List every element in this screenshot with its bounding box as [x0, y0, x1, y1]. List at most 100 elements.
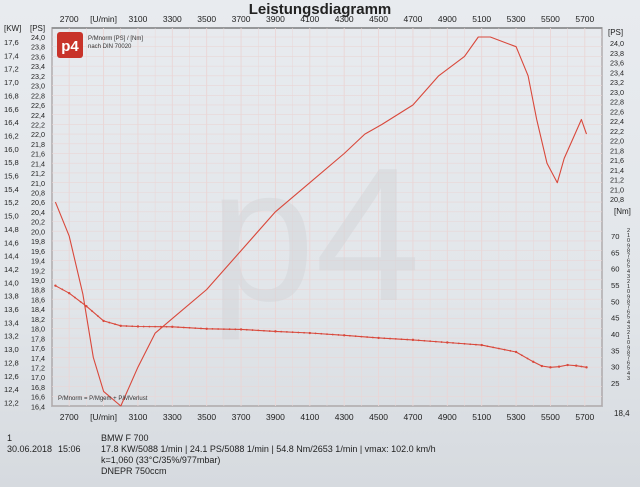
right-axis-ps-tick: 22,4 [610, 117, 624, 126]
left-axis-kw-tick: 17,2 [4, 65, 19, 74]
torque-point [171, 325, 174, 329]
torque-marker [228, 328, 231, 331]
right-axis-fine-tick: 8 [627, 350, 630, 356]
x-tick-label-bottom: 5700 [575, 412, 594, 422]
torque-marker [217, 328, 220, 330]
torque-marker [148, 325, 151, 328]
x-tick-label-top: 4900 [438, 14, 457, 24]
left-axis-kw-tick: 12,4 [4, 385, 19, 394]
correction-factor: k=1,060 (33°C/35%/977mbar) [101, 455, 221, 465]
right-axis-fine-tick: 9 [627, 243, 630, 249]
torque-marker [154, 325, 157, 328]
torque-marker [314, 332, 317, 335]
torque-marker [366, 336, 369, 338]
torque-marker [360, 335, 363, 338]
right-axis-ps-tick: 23,6 [610, 59, 624, 68]
right-axis-bottom-tick: 18,4 [614, 409, 630, 418]
torque-marker [509, 349, 512, 352]
torque-marker [268, 330, 271, 332]
torque-marker [526, 357, 529, 360]
right-axis-ps-tick: 20,8 [610, 195, 624, 204]
left-axis-ps-tick: 18,0 [31, 325, 45, 334]
torque-marker [211, 327, 214, 330]
right-axis-nm-tick: 40 [611, 330, 619, 339]
logo-mark-background [57, 32, 83, 58]
logo-line-2: nach DIN 70020 [88, 44, 132, 50]
torque-point [67, 291, 71, 295]
x-tick-label-bottom: 4100 [300, 412, 319, 422]
torque-marker [452, 342, 454, 344]
x-tick-label-bottom: 3900 [266, 412, 285, 422]
right-axis-fine-tick: 0 [627, 238, 630, 244]
right-axis-ps-tick: 23,8 [610, 49, 624, 58]
left-axis-ps-tick: 17,8 [31, 334, 45, 343]
left-axis-ps-tick: 19,2 [31, 266, 45, 275]
right-axis-fine-tick: 2 [627, 330, 630, 336]
right-axis-fine-tick: 8 [627, 248, 630, 254]
left-axis-ps-tick: 19,8 [31, 237, 45, 246]
left-axis-ps-tick: 21,4 [31, 159, 45, 168]
torque-marker [182, 326, 185, 329]
torque-marker [280, 330, 283, 333]
x-unit-label-bottom: [U/min] [90, 412, 117, 422]
x-tick-label-bottom: 4700 [403, 412, 422, 422]
right-axis-nm-tick: 55 [611, 281, 619, 290]
right-axis-fine-tick: 5 [627, 315, 630, 321]
torque-point [514, 350, 518, 354]
torque-marker [492, 346, 495, 349]
left-axis-kw-tick: 14,2 [4, 265, 19, 274]
left-axis-kw-tick: 17,4 [4, 51, 19, 60]
torque-point [85, 305, 88, 308]
x-tick-label-bottom: 5300 [507, 412, 526, 422]
torque-marker [400, 338, 403, 341]
left-axis-kw-tick: 15,2 [4, 198, 19, 207]
x-tick-label-top: 4700 [403, 14, 422, 24]
report-time: 15:06 [58, 444, 81, 454]
torque-marker [331, 333, 334, 336]
right-axis-nm-tick: 25 [611, 379, 619, 388]
torque-point [566, 363, 569, 367]
left-axis-kw-tick: 14,8 [4, 225, 19, 234]
left-axis-ps-tick: 18,8 [31, 286, 45, 295]
torque-marker [257, 329, 260, 332]
right-axis-fine-tick: 4 [627, 371, 630, 377]
left-axis-ps-tick: 20,0 [31, 227, 45, 236]
torque-marker [74, 296, 76, 299]
right-axis-fine-tick: 3 [627, 376, 630, 382]
torque-point [575, 364, 578, 367]
left-axis-kw-tick: 12,8 [4, 358, 19, 367]
torque-marker [440, 341, 443, 343]
torque-marker [580, 365, 583, 368]
right-axis-fine-tick: 6 [627, 310, 630, 316]
left-axis-ps-tick: 24,0 [31, 33, 45, 42]
x-tick-label-top: 3700 [232, 14, 251, 24]
left-axis-kw-tick: 14,0 [4, 278, 19, 287]
left-axis-ps-tick: 17,0 [31, 373, 45, 382]
torque-marker [520, 354, 523, 357]
x-tick-label-bottom: 3500 [197, 412, 216, 422]
right-axis-fine-tick: 6 [627, 259, 630, 265]
right-axis-fine-tick: 5 [627, 264, 630, 270]
torque-marker [383, 337, 386, 340]
right-axis-fine-tick: 0 [627, 289, 630, 295]
torque-point [205, 327, 208, 330]
left-axis-kw-tick: 15,4 [4, 185, 19, 194]
right-axis-fine-tick: 2 [627, 228, 630, 234]
right-axis-ps-tick: 23,2 [610, 78, 624, 87]
engine-note: DNEPR 750ccm [101, 466, 167, 476]
torque-point [239, 328, 243, 331]
torque-marker [177, 326, 179, 329]
right-axis-fine-tick: 2 [627, 279, 630, 285]
torque-marker [96, 315, 99, 317]
right-axis-fine-tick: 3 [627, 325, 630, 331]
left-axis-ps-tick: 17,4 [31, 354, 45, 363]
torque-marker [394, 338, 397, 340]
right-axis-ps-tick: 21,0 [610, 185, 624, 194]
logo-mark: p4 [61, 38, 79, 55]
x-tick-label-top: 5700 [575, 14, 594, 24]
right-axis-ps-tick: 23,0 [610, 88, 624, 97]
torque-point [540, 364, 544, 368]
torque-marker [469, 343, 472, 346]
right-axis-ps-tick: 22,0 [610, 137, 624, 146]
left-axis-ps-tick: 23,6 [31, 52, 45, 61]
